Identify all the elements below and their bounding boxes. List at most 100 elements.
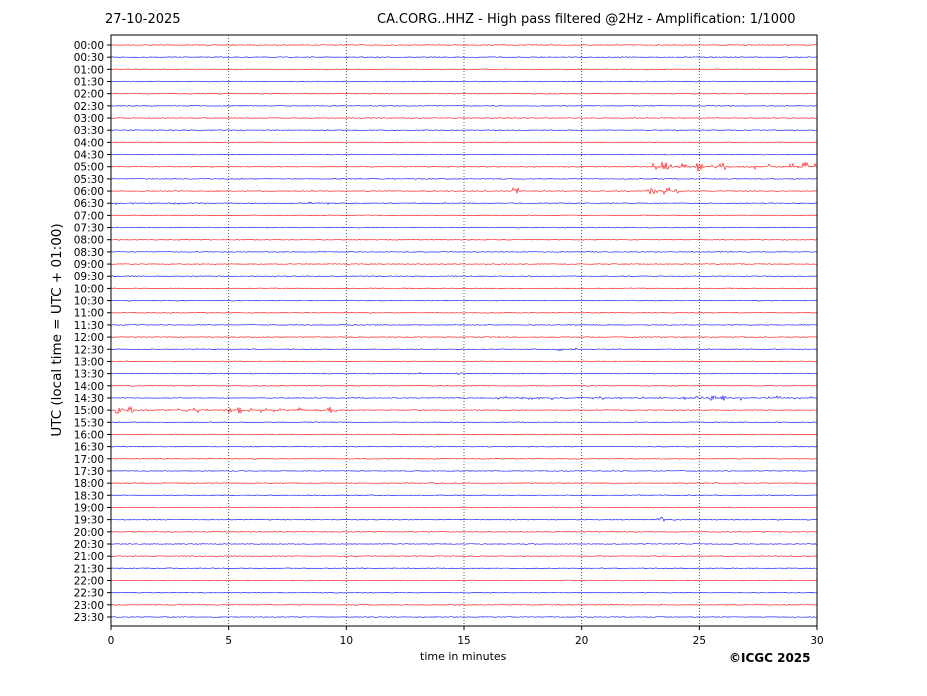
y-tick-label: 23:00: [74, 600, 104, 612]
trace-0000: [110, 43, 818, 46]
y-tick-label: 04:00: [74, 137, 104, 149]
trace-1130: [110, 324, 818, 326]
trace-0300: [110, 117, 818, 119]
y-tick-label: 07:30: [74, 223, 104, 235]
trace-0230: [110, 104, 818, 107]
trace-2300: [110, 603, 818, 606]
trace-0500: [110, 161, 818, 172]
trace-2130: [110, 567, 818, 570]
y-tick-label: 13:30: [74, 369, 104, 381]
y-tick-label: 05:30: [74, 174, 104, 186]
trace-0900: [110, 263, 818, 265]
date-label: 27-10-2025: [105, 12, 181, 27]
trace-0700: [110, 214, 817, 217]
chart-title: CA.CORG..HHZ - High pass filtered @2Hz -…: [377, 12, 796, 27]
y-tick-label: 01:00: [74, 64, 104, 76]
trace-1500: [110, 405, 818, 415]
trace-0400: [110, 141, 818, 144]
trace-1830: [110, 494, 818, 497]
y-tick-label: 22:00: [74, 575, 104, 587]
y-tick-label: 00:30: [74, 52, 104, 64]
trace-1200: [110, 336, 817, 338]
trace-1530: [110, 421, 818, 424]
trace-2330: [110, 616, 818, 618]
trace-2000: [110, 530, 818, 533]
trace-1300: [110, 360, 817, 363]
y-tick-label: 07:00: [74, 210, 104, 222]
y-tick-label: 18:00: [74, 478, 104, 490]
y-tick-label: 12:30: [74, 344, 104, 356]
y-tick-label: 22:30: [74, 588, 104, 600]
trace-1100: [110, 311, 818, 314]
y-tick-label: 01:30: [74, 77, 104, 89]
y-tick-label: 03:30: [74, 125, 104, 137]
y-tick-label: 20:30: [74, 539, 104, 551]
y-tick-label: 13:00: [74, 356, 104, 368]
trace-1000: [110, 287, 818, 290]
trace-1730: [110, 470, 817, 472]
trace-2030: [110, 543, 818, 545]
y-tick-label: 11:30: [74, 320, 104, 332]
y-tick-label: 02:30: [74, 101, 104, 113]
y-tick-label: 11:00: [74, 308, 104, 320]
y-tick-label: 09:30: [74, 271, 104, 283]
trace-2200: [110, 579, 818, 582]
y-tick-label: 15:30: [74, 417, 104, 429]
trace-0600: [110, 186, 818, 196]
x-axis-label: time in minutes: [420, 650, 507, 663]
trace-1800: [110, 482, 817, 484]
trace-0100: [110, 68, 818, 71]
trace-0830: [110, 251, 818, 253]
x-tick-label: 25: [693, 635, 706, 647]
y-tick-label: 06:30: [74, 198, 104, 210]
trace-1230: [110, 347, 818, 352]
x-tick-label: 20: [575, 635, 588, 647]
y-tick-label: 16:30: [74, 442, 104, 454]
x-tick-label: 15: [457, 635, 470, 647]
trace-1030: [110, 299, 817, 302]
y-tick-label: 03:00: [74, 113, 104, 125]
y-tick-label: 15:00: [74, 405, 104, 417]
trace-1430: [110, 394, 818, 402]
y-tick-label: 18:30: [74, 490, 104, 502]
y-tick-label: 16:00: [74, 429, 104, 441]
x-tick-label: 0: [108, 635, 115, 647]
y-tick-label: 02:00: [74, 89, 104, 101]
trace-0930: [110, 275, 818, 278]
y-tick-label: 21:00: [74, 551, 104, 563]
y-tick-label: 20:00: [74, 527, 104, 539]
y-tick-label: 10:00: [74, 283, 104, 295]
trace-1600: [110, 433, 818, 436]
trace-0200: [110, 92, 818, 95]
trace-0800: [110, 238, 818, 241]
trace-1330: [110, 371, 817, 375]
y-tick-label: 05:00: [74, 162, 104, 174]
copyright: ©ICGC 2025: [729, 651, 811, 665]
plot-frame: [110, 34, 818, 627]
y-tick-label: 04:30: [74, 150, 104, 162]
y-tick-label: 10:30: [74, 296, 104, 308]
y-tick-label: 23:30: [74, 612, 104, 624]
y-tick-label: 17:00: [74, 454, 104, 466]
trace-2230: [110, 591, 818, 594]
trace-1930: [110, 516, 818, 522]
y-tick-label: 21:30: [74, 563, 104, 575]
y-tick-label: 09:00: [74, 259, 104, 271]
x-tick-label: 10: [340, 635, 353, 647]
y-tick-label: 12:00: [74, 332, 104, 344]
trace-0730: [110, 226, 817, 229]
y-tick-label: 00:00: [74, 40, 104, 52]
trace-1630: [110, 445, 818, 448]
y-tick-label: 08:30: [74, 247, 104, 259]
x-tick-label: 30: [810, 635, 823, 647]
trace-1900: [110, 506, 818, 509]
x-tick-label: 5: [225, 635, 232, 647]
trace-1700: [110, 457, 818, 460]
trace-2100: [110, 555, 818, 557]
y-tick-label: 17:30: [74, 466, 104, 478]
trace-0430: [110, 153, 818, 156]
y-tick-label: 06:00: [74, 186, 104, 198]
trace-0030: [110, 56, 818, 59]
trace-0130: [110, 80, 818, 83]
